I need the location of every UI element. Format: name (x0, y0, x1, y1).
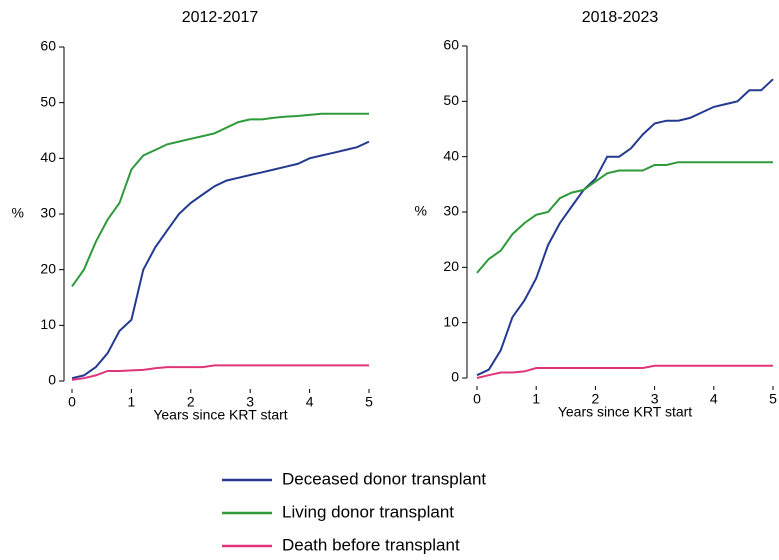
y-tick-label: 50 (443, 92, 459, 108)
legend-label: Living donor transplant (282, 502, 454, 521)
series-line (476, 364, 773, 379)
y-tick-label: 20 (443, 258, 459, 274)
x-tick-label: 3 (246, 394, 254, 410)
x-tick-label: 5 (769, 391, 777, 407)
y-tick-label: 0 (451, 369, 459, 385)
x-tick-label: 1 (128, 394, 136, 410)
y-tick-label: 40 (40, 149, 56, 165)
y-axis-label: % (415, 203, 427, 219)
x-tick-label: 4 (710, 391, 718, 407)
x-tick-label: 4 (306, 394, 314, 410)
y-tick-label: 60 (443, 37, 459, 53)
x-tick-label: 3 (651, 391, 659, 407)
x-tick-label: 5 (365, 394, 373, 410)
legend-label: Deceased donor transplant (282, 469, 486, 488)
x-tick-label: 0 (473, 391, 481, 407)
series-line (476, 78, 774, 377)
y-tick-label: 50 (40, 93, 56, 109)
series-line (71, 112, 369, 287)
y-tick-label: 30 (40, 205, 56, 221)
series-line (71, 140, 370, 380)
y-tick-label: 10 (443, 313, 459, 329)
series-line (476, 161, 773, 274)
x-tick-label: 1 (532, 391, 540, 407)
y-axis-label: % (12, 205, 24, 221)
x-tick-label: 2 (187, 394, 195, 410)
x-tick-label: 0 (68, 394, 76, 410)
series-line (71, 364, 369, 381)
y-tick-label: 0 (48, 372, 56, 388)
x-tick-label: 2 (592, 391, 600, 407)
x-axis-label: Years since KRT start (558, 404, 692, 420)
y-tick-label: 20 (40, 260, 56, 276)
x-axis-label: Years since KRT start (153, 407, 287, 423)
legend-label: Death before transplant (282, 535, 460, 554)
y-tick-label: 60 (40, 38, 56, 54)
chart-title: 2012-2017 (182, 9, 259, 26)
chart-title: 2018-2023 (582, 9, 659, 26)
y-tick-label: 10 (40, 316, 56, 332)
y-tick-label: 30 (443, 203, 459, 219)
y-tick-label: 40 (443, 147, 459, 163)
